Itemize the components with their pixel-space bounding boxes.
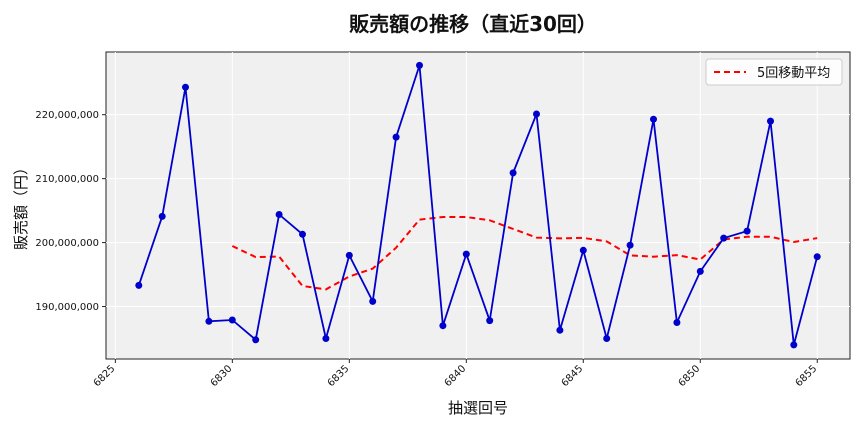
sales-point — [556, 326, 564, 334]
sales-point — [650, 115, 657, 123]
x-tick-label: 6825 — [92, 363, 118, 389]
sales-point — [345, 251, 353, 259]
x-tick-label: 6840 — [443, 363, 469, 389]
x-tick-label: 6835 — [326, 363, 352, 389]
y-axis-label: 販売額（円） — [12, 160, 30, 250]
sales-point — [252, 336, 260, 344]
y-tick-label: 200,000,000 — [35, 238, 99, 249]
x-axis-label: 抽選回号 — [448, 399, 508, 417]
chart-title: 販売額の推移（直近30回） — [349, 12, 597, 36]
sales-point — [626, 241, 634, 249]
sales-point — [720, 234, 728, 242]
sales-line — [137, 65, 819, 346]
x-tick-label: 6830 — [209, 363, 235, 389]
sales-point — [579, 246, 587, 254]
y-tick-label: 220,000,000 — [35, 110, 99, 121]
plot-area — [105, 51, 851, 360]
sales-point — [416, 61, 423, 69]
sales-point — [790, 341, 798, 349]
sales-point — [228, 316, 236, 324]
x-tick-label: 6850 — [677, 363, 703, 389]
x-tick-label: 6845 — [560, 363, 586, 389]
sales-point — [275, 211, 283, 218]
sales-point — [509, 169, 517, 177]
series-layer — [135, 61, 821, 349]
sales-point — [392, 133, 400, 141]
legend-box — [705, 58, 843, 86]
sales-point — [673, 319, 681, 326]
sales-point — [743, 227, 751, 235]
y-tick-label: 210,000,000 — [35, 174, 99, 185]
x-tick-label: 6855 — [794, 363, 820, 389]
sales-point — [322, 335, 330, 342]
y-tick-label: 190,000,000 — [35, 302, 99, 313]
sales-point — [533, 110, 540, 118]
legend-label-moving-average: 5回移動平均 — [757, 66, 830, 81]
sales-point — [603, 335, 611, 342]
sales-point — [813, 253, 821, 261]
sales-point — [767, 117, 774, 125]
sales-point — [369, 297, 377, 305]
sales-point — [158, 212, 166, 220]
sales-point — [135, 281, 143, 289]
sales-point — [696, 267, 704, 275]
legend: 5回移動平均 — [705, 58, 843, 86]
sales-point — [439, 322, 447, 330]
sales-point — [299, 230, 306, 238]
grid — [106, 52, 850, 359]
sales-point — [182, 83, 189, 91]
sales-point — [486, 317, 494, 325]
sales-point — [462, 250, 470, 258]
sales-point — [205, 317, 213, 325]
